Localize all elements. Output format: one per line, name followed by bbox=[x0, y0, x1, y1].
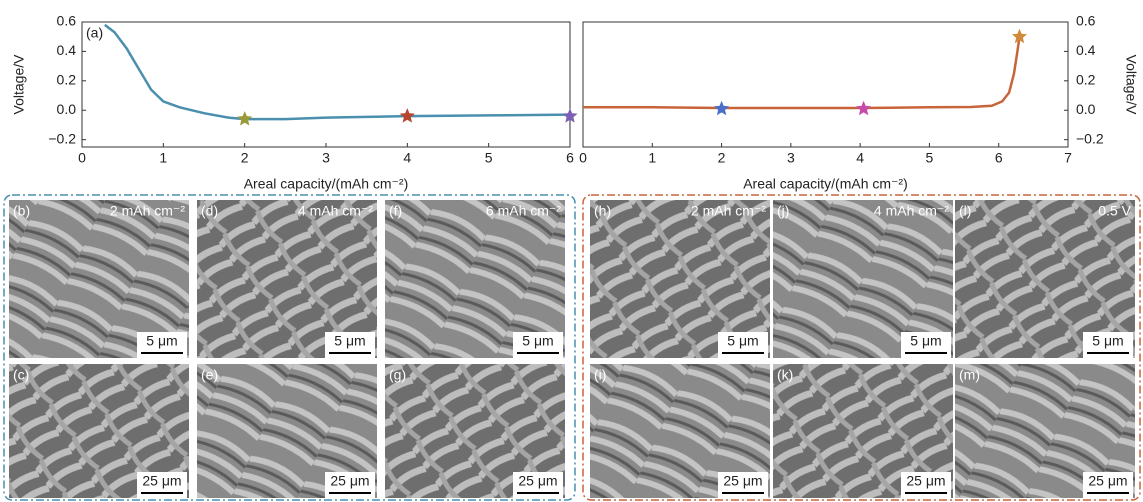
scale-bar-label: 25 μm bbox=[142, 473, 181, 489]
x-tick-label: 6 bbox=[566, 150, 574, 166]
panel-label: (b) bbox=[13, 203, 30, 219]
scale-bar-label: 25 μm bbox=[906, 473, 945, 489]
scale-bar-label: 5 μm bbox=[727, 333, 758, 349]
panel-label: (i) bbox=[594, 367, 606, 383]
y-axis-label: Voltage/V bbox=[11, 54, 27, 115]
scale-bar-label: 25 μm bbox=[330, 473, 369, 489]
y-tick-label: 0.6 bbox=[1076, 13, 1096, 29]
panel-label: (h) bbox=[594, 203, 611, 219]
figure: 0 1 2 3 4 5 6 −0.2 0.0 0.2 0.4 0.6 Areal capacity/(m… bbox=[0, 0, 1143, 502]
y-tick-label: 0.2 bbox=[57, 72, 77, 88]
y-tick-label: −0.2 bbox=[1076, 130, 1104, 146]
x-tick-label: 4 bbox=[856, 150, 864, 166]
panel-caption: 2 mAh cm⁻² bbox=[110, 203, 185, 219]
panel-label: (k) bbox=[777, 367, 793, 383]
panel-label: (e) bbox=[201, 367, 218, 383]
x-tick-label: 5 bbox=[485, 150, 493, 166]
x-tick-label: 1 bbox=[648, 150, 656, 166]
scale-bar-label: 5 μm bbox=[1092, 333, 1123, 349]
panel-label: (f) bbox=[389, 203, 402, 219]
y-tick-label: 0.6 bbox=[57, 13, 77, 29]
scale-bar-label: 5 μm bbox=[146, 333, 177, 349]
star-marker bbox=[237, 111, 252, 125]
x-tick-label: 6 bbox=[995, 150, 1003, 166]
panel-label: (j) bbox=[777, 203, 789, 219]
line bbox=[105, 25, 570, 119]
y-tick-label: 0.0 bbox=[1076, 101, 1096, 117]
panel-label: (c) bbox=[13, 367, 29, 383]
star-marker bbox=[856, 101, 871, 115]
scale-bar-label: 5 μm bbox=[522, 333, 553, 349]
y-axis-label: Voltage/V bbox=[1123, 55, 1139, 116]
x-axis-label: Areal capacity/(mAh cm⁻²) bbox=[743, 176, 908, 192]
plot-frame bbox=[583, 22, 1068, 147]
x-tick-label: 0 bbox=[579, 150, 587, 166]
x-tick-label: 3 bbox=[322, 150, 330, 166]
x-tick-label: 0 bbox=[78, 150, 86, 166]
x-tick-label: 5 bbox=[926, 150, 934, 166]
panel-label: (a) bbox=[86, 25, 103, 41]
line bbox=[583, 37, 1020, 108]
plot-frame bbox=[82, 22, 570, 147]
x-tick-label: 3 bbox=[787, 150, 795, 166]
star-marker bbox=[400, 108, 415, 123]
panel-caption: 4 mAh cm⁻² bbox=[298, 203, 373, 219]
panel-label: (d) bbox=[201, 203, 218, 219]
scale-bar-label: 5 μm bbox=[910, 333, 941, 349]
star-marker bbox=[714, 101, 729, 115]
y-tick-label: 0.4 bbox=[57, 42, 77, 58]
x-tick-label: 4 bbox=[403, 150, 411, 166]
y-tick-label: −0.2 bbox=[48, 130, 76, 146]
panel-label: (l) bbox=[959, 203, 971, 219]
x-tick-label: 1 bbox=[159, 150, 167, 166]
y-tick-label: 0.4 bbox=[1076, 42, 1096, 58]
panel-label: (m) bbox=[959, 367, 980, 383]
scale-bar-label: 25 μm bbox=[518, 473, 557, 489]
x-tick-label: 2 bbox=[718, 150, 726, 166]
panel-label: (g) bbox=[389, 367, 406, 383]
x-tick-label: 7 bbox=[1064, 150, 1072, 166]
scale-bar-label: 5 μm bbox=[334, 333, 365, 349]
panel-caption: 4 mAh cm⁻² bbox=[874, 203, 949, 219]
y-tick-label: 0.2 bbox=[1076, 72, 1096, 88]
y-tick-label: 0.0 bbox=[57, 101, 77, 117]
panel-caption: 0.5 V bbox=[1098, 203, 1131, 219]
x-axis-label: Areal capacity/(mAh cm⁻²) bbox=[244, 176, 409, 192]
panel-caption: 6 mAh cm⁻² bbox=[486, 203, 561, 219]
x-tick-label: 2 bbox=[241, 150, 249, 166]
panel-caption: 2 mAh cm⁻² bbox=[691, 203, 766, 219]
scale-bar-label: 25 μm bbox=[723, 473, 762, 489]
scale-bar-label: 25 μm bbox=[1088, 473, 1127, 489]
